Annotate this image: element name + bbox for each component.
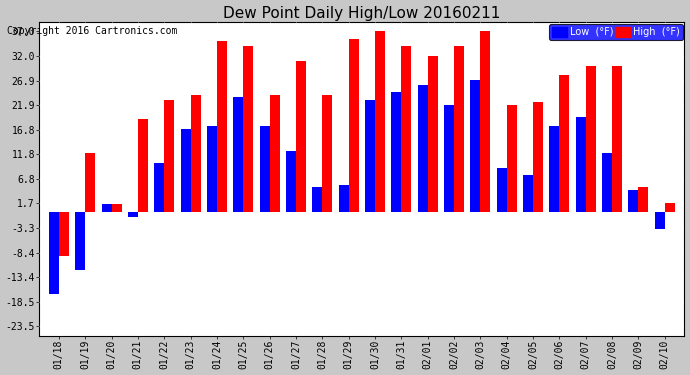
Bar [365, 100, 375, 212]
Bar [85, 153, 95, 212]
Bar [313, 188, 322, 212]
Bar [112, 204, 121, 212]
Bar [339, 185, 348, 212]
Title: Dew Point Daily High/Low 20160211: Dew Point Daily High/Low 20160211 [223, 6, 500, 21]
Bar [638, 188, 649, 212]
Bar [181, 129, 190, 212]
Bar [244, 46, 253, 212]
Bar [259, 126, 270, 212]
Bar [154, 163, 164, 212]
Bar [391, 92, 402, 212]
Bar [101, 204, 112, 212]
Bar [444, 105, 454, 212]
Bar [207, 126, 217, 212]
Bar [270, 95, 279, 212]
Bar [575, 117, 586, 212]
Bar [602, 153, 612, 212]
Bar [138, 119, 148, 212]
Bar [586, 66, 595, 212]
Text: Copyright 2016 Cartronics.com: Copyright 2016 Cartronics.com [7, 26, 177, 36]
Bar [655, 212, 664, 229]
Bar [417, 85, 428, 212]
Bar [497, 168, 506, 212]
Bar [75, 212, 85, 270]
Bar [549, 126, 560, 212]
Bar [454, 46, 464, 212]
Bar [480, 32, 491, 212]
Bar [629, 190, 638, 212]
Bar [612, 66, 622, 212]
Bar [402, 46, 411, 212]
Bar [533, 102, 543, 212]
Bar [217, 41, 227, 212]
Bar [506, 105, 517, 212]
Bar [428, 56, 437, 212]
Bar [375, 32, 385, 212]
Bar [286, 151, 296, 212]
Bar [560, 75, 569, 212]
Bar [348, 39, 359, 212]
Bar [523, 175, 533, 212]
Bar [664, 203, 675, 212]
Bar [49, 212, 59, 294]
Bar [59, 212, 69, 255]
Bar [190, 95, 201, 212]
Bar [296, 61, 306, 212]
Bar [128, 212, 138, 217]
Legend: Low  (°F), High  (°F): Low (°F), High (°F) [549, 24, 682, 40]
Bar [164, 100, 175, 212]
Bar [322, 95, 333, 212]
Bar [471, 80, 480, 212]
Bar [233, 97, 244, 212]
